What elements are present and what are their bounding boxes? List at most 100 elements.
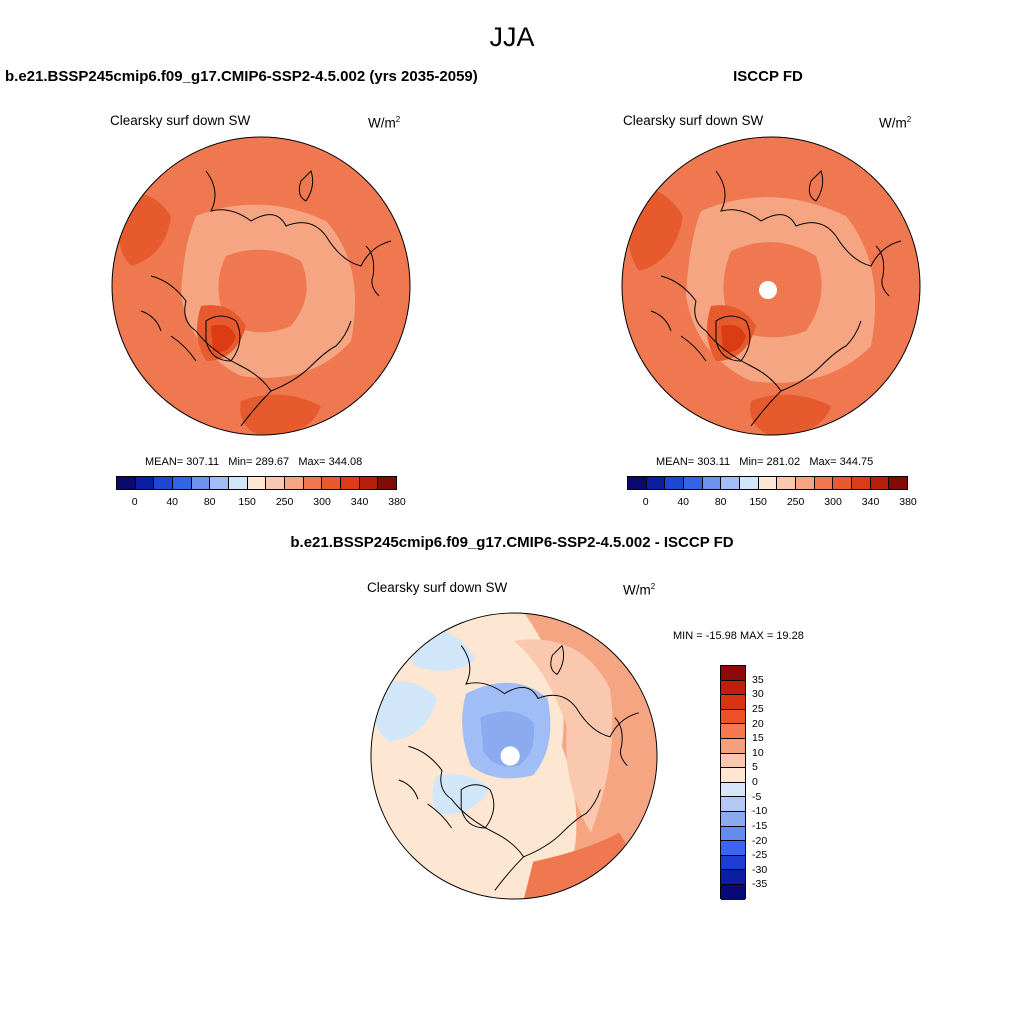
colorbar-tick-label: -10 [752,805,768,818]
colorbar-swatch [247,477,267,489]
colorbar-swatch [721,855,745,871]
colorbar-swatch [889,477,908,489]
colorbar-swatch [721,782,745,798]
obs-units-label: W/m2 [879,115,912,131]
colorbar-swatch [721,870,745,885]
diff-minmax: MIN = -15.98 MAX = 19.28 [673,630,804,642]
colorbar-swatch [721,811,745,827]
colorbar-tick-label: -20 [752,834,768,847]
colorbar-tick-label: 0 [752,776,758,788]
colorbar-tick-label: 150 [749,496,767,508]
colorbar-tick-label: 250 [275,496,294,508]
colorbar-swatch [814,477,834,489]
colorbar-swatch [721,709,745,725]
colorbar-swatch [303,477,323,489]
colorbar-swatch [833,477,853,489]
colorbar-swatch [740,477,759,489]
colorbar-swatch [341,477,360,489]
model-panel-title: b.e21.BSSP245cmip6.f09_g17.CMIP6-SSP2-4.… [5,68,478,85]
obs-stats: MEAN= 303.11 Min= 281.02 Max= 344.75 [656,456,874,468]
season-title: JJA [489,22,535,52]
diff-colorbar [720,665,746,900]
colorbar-tick-label: 80 [714,496,727,508]
diff-variable-label: Clearsky surf down SW [367,580,508,595]
colorbar-tick-label: 80 [203,496,216,508]
colorbar-tick-label: 40 [677,496,690,508]
colorbar-swatch [191,477,211,489]
colorbar-tick-label: 40 [166,496,179,508]
model-variable-label: Clearsky surf down SW [110,113,251,128]
colorbar-tick-label: 30 [752,688,764,701]
colorbar-tick-label: 35 [752,673,764,686]
model-colorbar [116,476,397,490]
colorbar-swatch [359,477,379,489]
colorbar-tick-label: -30 [752,863,768,876]
colorbar-tick-label: 10 [752,746,764,759]
obs-missing-pole [759,281,777,299]
colorbar-tick-label: 25 [752,702,764,715]
colorbar-swatch [173,477,192,489]
colorbar-swatch [721,797,745,812]
colorbar-swatch [684,477,703,489]
colorbar-swatch [870,477,890,489]
model-colorbar-labels: 0 40 80 150 250 300 340 380 [116,496,406,510]
colorbar-tick-label: 300 [824,496,842,508]
colorbar-swatch [721,680,745,696]
colorbar-swatch [721,884,745,900]
colorbar-tick-label: 380 [899,496,917,508]
colorbar-swatch [721,841,745,856]
obs-panel-title: ISCCP FD [733,68,803,85]
colorbar-swatch [117,477,136,489]
colorbar-swatch [721,738,745,754]
obs-variable-label: Clearsky surf down SW [623,113,764,128]
obs-polar-map [621,136,921,436]
colorbar-swatch [665,477,685,489]
colorbar-swatch [135,477,155,489]
colorbar-swatch [702,477,722,489]
colorbar-tick-label: 340 [350,496,369,508]
colorbar-swatch [229,477,248,489]
colorbar-tick-label: 0 [642,496,649,508]
diff-polar-map [370,612,658,900]
colorbar-tick-label: -5 [752,790,762,803]
model-polar-map [111,136,411,436]
diff-panel-title: b.e21.BSSP245cmip6.f09_g17.CMIP6-SSP2-4.… [290,534,734,551]
colorbar-swatch [285,477,304,489]
colorbar-swatch [628,477,647,489]
colorbar-tick-label: 20 [752,717,764,730]
colorbar-swatch [721,753,745,769]
colorbar-tick-label: 300 [313,496,331,508]
colorbar-swatch [777,477,797,489]
colorbar-swatch [154,477,174,489]
colorbar-tick-label: -25 [752,849,768,862]
obs-colorbar-labels: 0 40 80 150 250 300 340 380 [627,496,917,510]
diff-missing-pole [500,746,520,766]
colorbar-swatch [852,477,871,489]
colorbar-swatch [721,477,741,489]
colorbar-swatch [266,477,286,489]
colorbar-swatch [796,477,815,489]
colorbar-swatch [721,666,745,681]
obs-colorbar [627,476,908,490]
colorbar-swatch [721,768,745,783]
colorbar-tick-label: 0 [131,496,138,508]
colorbar-swatch [721,724,745,739]
colorbar-swatch [646,477,666,489]
colorbar-swatch [378,477,397,489]
colorbar-swatch [721,695,745,710]
model-stats: MEAN= 307.11 Min= 289.67 Max= 344.08 [145,456,363,468]
colorbar-tick-label: 250 [786,496,805,508]
colorbar-swatch [721,826,745,842]
colorbar-tick-label: 5 [752,761,758,774]
colorbar-tick-label: -15 [752,819,768,832]
colorbar-swatch [210,477,230,489]
colorbar-tick-label: 150 [238,496,256,508]
colorbar-swatch [322,477,342,489]
colorbar-swatch [758,477,778,489]
model-units-label: W/m2 [368,115,401,131]
colorbar-tick-label: -35 [752,878,768,891]
colorbar-tick-label: 15 [752,732,764,745]
colorbar-tick-label: 380 [388,496,406,508]
colorbar-tick-label: 340 [861,496,880,508]
diff-units-label: W/m2 [623,582,656,598]
